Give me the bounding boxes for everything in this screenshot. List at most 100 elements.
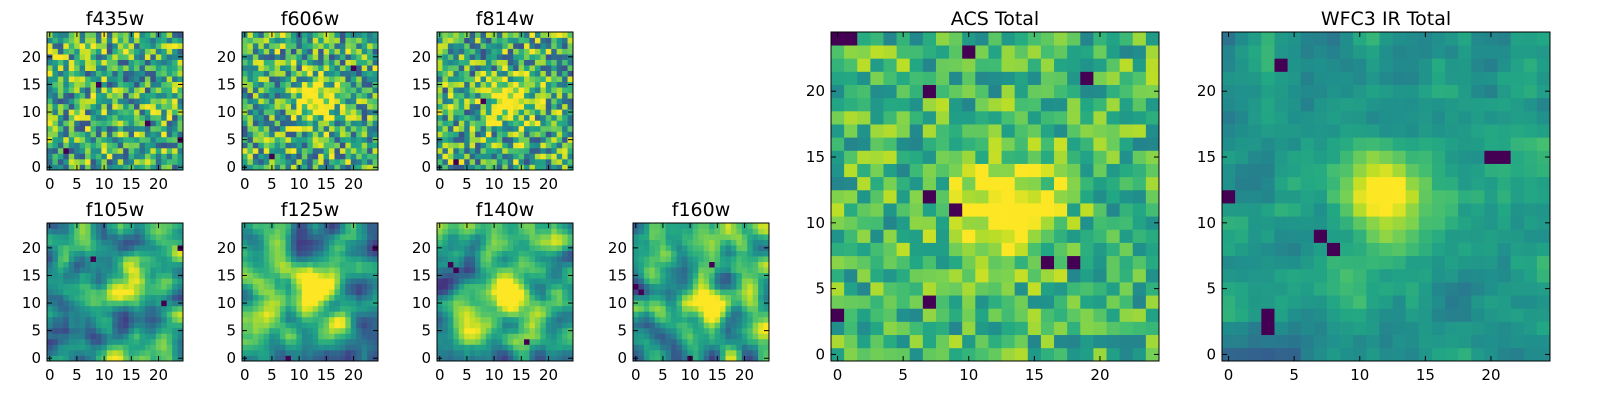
heatmap-cell xyxy=(480,228,487,235)
heatmap-cell xyxy=(437,98,443,105)
heatmap-cell xyxy=(290,250,297,257)
heatmap-cell xyxy=(513,256,519,262)
heatmap-cell xyxy=(312,261,319,268)
heatmap-cell xyxy=(166,114,173,121)
heatmap-cell xyxy=(117,333,124,340)
heatmap-cell xyxy=(502,300,509,307)
heatmap-cell xyxy=(318,43,324,49)
heatmap-cell xyxy=(79,59,86,66)
heatmap-cell xyxy=(1027,242,1042,257)
heatmap-cell xyxy=(79,289,86,296)
heatmap-cell xyxy=(372,311,379,318)
heatmap-cell xyxy=(144,283,151,290)
heatmap-cell xyxy=(166,98,173,105)
heatmap-cell xyxy=(57,98,64,105)
heatmap-cell xyxy=(502,147,509,154)
heatmap-cell xyxy=(442,283,449,290)
axes-frame xyxy=(46,31,184,171)
heatmap-cell xyxy=(372,267,379,274)
heatmap-cell xyxy=(681,283,688,290)
heatmap-cell xyxy=(507,65,514,71)
heatmap-cell xyxy=(172,114,178,121)
heatmap-cell xyxy=(269,76,275,83)
heatmap-cell xyxy=(166,267,173,274)
heatmap-cell xyxy=(106,48,113,55)
heatmap-cell xyxy=(1027,308,1042,322)
heatmap-cell xyxy=(95,164,102,171)
heatmap-cell xyxy=(442,48,449,55)
heatmap-cell xyxy=(323,125,330,132)
heatmap-cell xyxy=(551,344,558,351)
heatmap-cell xyxy=(290,344,297,351)
heatmap-cell xyxy=(329,114,335,121)
heatmap-cell xyxy=(74,87,80,94)
heatmap-cell xyxy=(52,333,59,340)
heatmap-cell xyxy=(949,268,963,283)
heatmap-cell xyxy=(1093,189,1107,204)
heatmap-cell xyxy=(447,164,454,171)
heatmap-cell xyxy=(57,305,64,312)
heatmap-cell xyxy=(442,245,449,251)
heatmap-cell xyxy=(988,347,1002,362)
heatmap-cell xyxy=(361,305,368,312)
heatmap-cell xyxy=(307,322,314,329)
heatmap-cell xyxy=(922,282,937,296)
heatmap-cell xyxy=(155,37,162,44)
heatmap-cell xyxy=(480,70,487,77)
heatmap-cell xyxy=(172,43,178,49)
heatmap-cell xyxy=(112,54,119,60)
heatmap-cell xyxy=(692,223,699,229)
heatmap-cell xyxy=(312,81,319,88)
heatmap-cell xyxy=(345,355,352,362)
heatmap-cell xyxy=(491,43,498,49)
heatmap-cell xyxy=(638,234,645,240)
heatmap-cell xyxy=(95,316,102,323)
heatmap-cell xyxy=(161,283,168,290)
heatmap-cell xyxy=(524,103,530,110)
heatmap-cell xyxy=(345,228,352,235)
heatmap-cell xyxy=(1145,347,1160,362)
heatmap-cell xyxy=(935,229,950,243)
heatmap-cell xyxy=(150,164,157,171)
heatmap-cell xyxy=(758,316,764,323)
heatmap-cell xyxy=(101,54,108,60)
heatmap-cell xyxy=(63,322,70,329)
heatmap-cell xyxy=(763,239,770,246)
heatmap-cell xyxy=(161,98,168,105)
heatmap-cell xyxy=(437,256,443,262)
heatmap-cell xyxy=(649,223,656,229)
heatmap-cell xyxy=(68,87,75,94)
heatmap-cell xyxy=(117,300,124,307)
heatmap-cell xyxy=(144,120,151,127)
heatmap-cell xyxy=(318,32,324,38)
heatmap-cell xyxy=(252,234,259,240)
heatmap-cell xyxy=(1014,242,1029,257)
heatmap-cell xyxy=(161,338,168,345)
heatmap-cell xyxy=(112,81,119,88)
heatmap-cell xyxy=(540,131,547,138)
heatmap-cell xyxy=(447,32,454,38)
heatmap-cell xyxy=(681,349,688,356)
heatmap-cell xyxy=(665,294,672,301)
heatmap-cell xyxy=(883,176,897,191)
heatmap-cell xyxy=(529,327,536,334)
heatmap-cell xyxy=(485,158,492,165)
heatmap-cell xyxy=(339,322,346,329)
heatmap-cell xyxy=(556,234,563,240)
heatmap-cell xyxy=(534,228,541,235)
heatmap-cell xyxy=(485,278,492,285)
heatmap-cell xyxy=(47,120,53,127)
heatmap-cell xyxy=(301,48,308,55)
heatmap-cell xyxy=(671,349,677,356)
heatmap-cell xyxy=(172,267,178,274)
heatmap-cell xyxy=(551,81,558,88)
heatmap-cell xyxy=(252,272,259,279)
heatmap-cell xyxy=(74,37,80,44)
heatmap-cell xyxy=(47,349,53,356)
heatmap-cell xyxy=(709,245,715,251)
heatmap-cell xyxy=(269,54,275,60)
heatmap-cell xyxy=(725,322,732,329)
heatmap-cell xyxy=(63,256,70,262)
heatmap-cell xyxy=(112,142,119,149)
heatmap-cell xyxy=(85,109,91,116)
